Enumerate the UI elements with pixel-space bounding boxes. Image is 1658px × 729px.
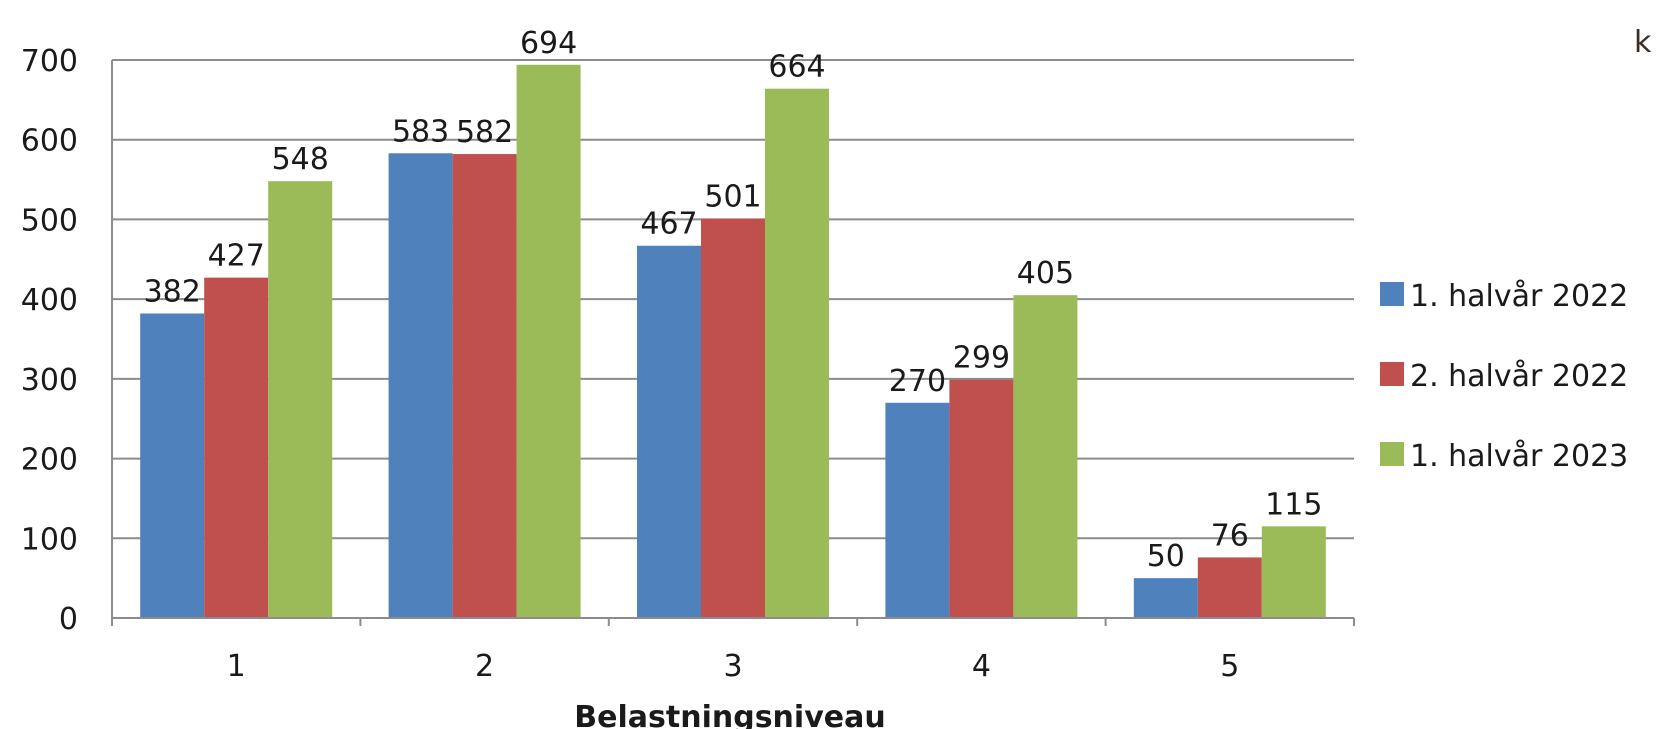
data-label: 405	[1017, 256, 1074, 291]
data-label: 582	[456, 115, 513, 150]
data-label: 694	[520, 26, 577, 61]
bar	[765, 88, 829, 618]
data-label: 427	[208, 239, 265, 274]
x-tick-label: 4	[972, 649, 991, 684]
legend-label: 1. halvår 2022	[1410, 279, 1628, 314]
y-tick-label: 700	[21, 44, 78, 79]
bar	[637, 245, 701, 618]
y-tick-label: 400	[21, 283, 78, 318]
data-label: 50	[1147, 539, 1185, 574]
legend: 1. halvår 2022 2. halvår 2022 1. halvår 20…	[1380, 279, 1628, 474]
bar	[452, 154, 517, 618]
x-tick-label: 2	[475, 649, 494, 684]
y-tick-label: 100	[21, 522, 78, 557]
bar	[949, 379, 1014, 618]
corner-text: k	[1634, 25, 1652, 60]
legend-swatch	[1380, 282, 1404, 306]
legend-swatch	[1380, 442, 1404, 466]
bar	[268, 181, 333, 618]
axes: 0 100 200 300 400 500 600 700 1 2 3 4 5	[21, 44, 1355, 684]
y-tick-label: 200	[21, 443, 78, 478]
bar	[1261, 526, 1326, 618]
y-tick-label: 500	[21, 203, 78, 238]
data-label: 382	[144, 274, 201, 309]
data-label: 76	[1211, 518, 1249, 553]
data-label: 664	[768, 50, 825, 85]
legend-label: 2. halvår 2022	[1410, 359, 1628, 394]
legend-swatch	[1380, 362, 1404, 386]
bar	[388, 153, 453, 618]
y-tick-label: 0	[59, 602, 78, 637]
bar	[1197, 557, 1262, 618]
data-label: 270	[889, 364, 946, 399]
x-tick-label: 1	[227, 649, 246, 684]
x-tick-label: 5	[1220, 649, 1239, 684]
data-label: 548	[272, 142, 329, 177]
x-axis-title: Belastningsniveau	[574, 700, 885, 729]
data-label: 115	[1265, 487, 1322, 522]
bar	[140, 313, 205, 618]
bar	[885, 402, 950, 618]
bar	[1133, 578, 1198, 618]
legend-label: 1. halvår 2023	[1410, 439, 1628, 474]
data-label: 299	[953, 341, 1010, 376]
bar	[1013, 295, 1078, 618]
bar	[516, 64, 581, 619]
data-label: 583	[392, 114, 449, 149]
bar	[204, 277, 269, 618]
x-tick-label: 3	[723, 649, 742, 684]
bars	[140, 64, 1326, 619]
bar	[701, 218, 765, 619]
data-label: 467	[640, 207, 697, 242]
y-tick-label: 300	[21, 363, 78, 398]
data-label: 501	[704, 180, 761, 215]
y-tick-label: 600	[21, 124, 78, 159]
